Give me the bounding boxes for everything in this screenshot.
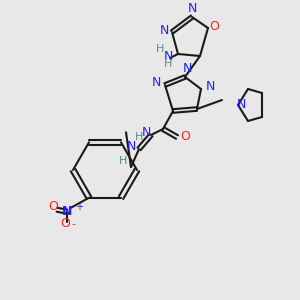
Text: H: H: [164, 59, 172, 69]
Text: N: N: [151, 76, 161, 88]
Text: O: O: [209, 20, 219, 34]
Text: N: N: [159, 23, 169, 37]
Text: N: N: [62, 205, 72, 218]
Text: O: O: [48, 200, 58, 213]
Text: N: N: [182, 62, 192, 76]
Text: -: -: [71, 219, 75, 229]
Text: N: N: [141, 127, 151, 140]
Text: O: O: [180, 130, 190, 143]
Text: H: H: [119, 156, 127, 166]
Text: H: H: [135, 132, 143, 142]
Text: H: H: [156, 44, 164, 54]
Text: N: N: [126, 140, 136, 154]
Text: N: N: [163, 50, 173, 62]
Text: N: N: [205, 80, 215, 94]
Text: +: +: [75, 202, 83, 212]
Text: N: N: [187, 2, 197, 16]
Text: O: O: [60, 217, 70, 230]
Text: N: N: [236, 98, 246, 112]
